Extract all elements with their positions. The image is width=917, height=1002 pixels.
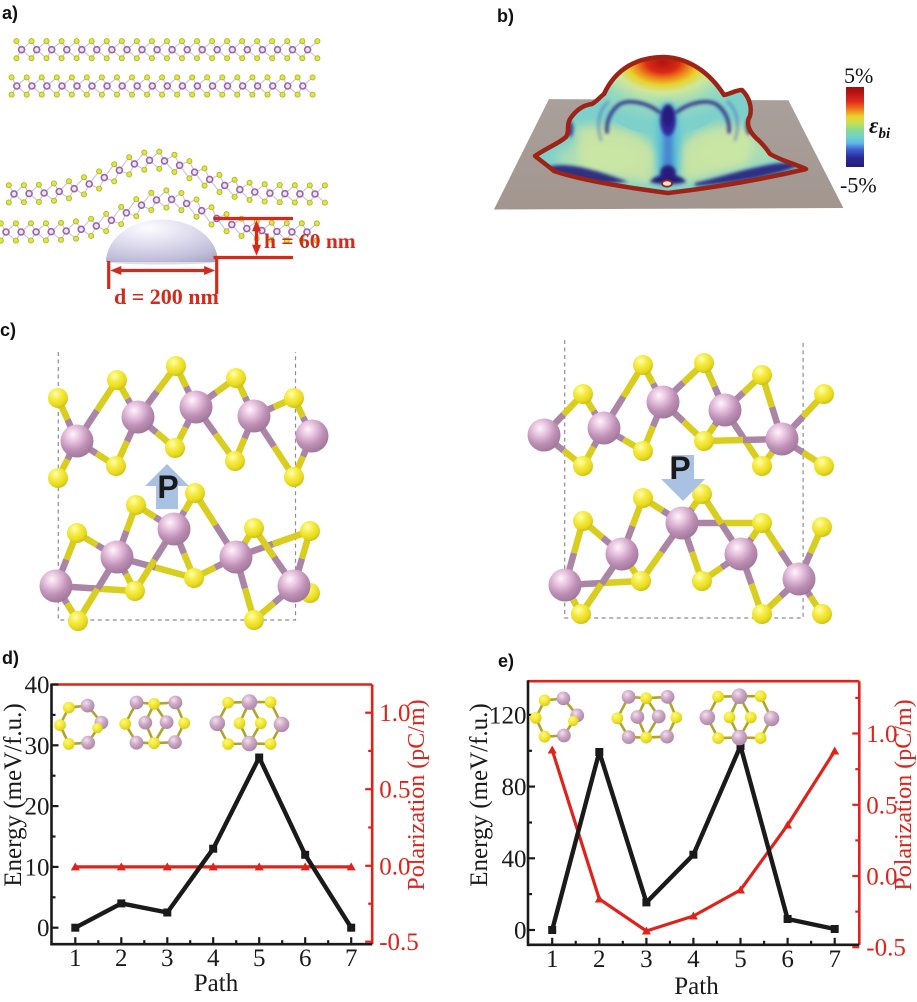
svg-text:2: 2 <box>115 945 128 972</box>
svg-text:Polarization (pC/m): Polarization (pC/m) <box>404 699 430 890</box>
svg-text:1.0: 1.0 <box>866 721 897 748</box>
svg-text:Path: Path <box>674 973 719 997</box>
svg-text:d): d) <box>2 648 19 668</box>
svg-text:5: 5 <box>253 945 266 972</box>
svg-text:1.0: 1.0 <box>379 700 410 727</box>
svg-text:Energy (meV/f.u.): Energy (meV/f.u.) <box>466 703 493 887</box>
svg-text:5: 5 <box>734 946 747 973</box>
svg-text:Polarization (pC/m): Polarization (pC/m) <box>891 699 917 890</box>
svg-text:1: 1 <box>546 946 559 973</box>
svg-text:30: 30 <box>25 733 50 760</box>
svg-text:a): a) <box>2 3 18 23</box>
svg-text:h = 60 nm: h = 60 nm <box>264 229 356 253</box>
svg-text:d = 200 nm: d = 200 nm <box>114 284 219 309</box>
svg-text:e): e) <box>498 651 514 671</box>
svg-text:1: 1 <box>69 945 82 972</box>
svg-text:3: 3 <box>640 946 653 973</box>
svg-text:40: 40 <box>502 846 527 873</box>
svg-text:P: P <box>669 450 690 486</box>
svg-text:P: P <box>157 469 178 505</box>
svg-text:-5%: -5% <box>840 173 877 198</box>
svg-text:4: 4 <box>687 946 700 973</box>
svg-text:Energy (meV/f.u.): Energy (meV/f.u.) <box>0 703 27 887</box>
svg-text:2: 2 <box>593 946 606 973</box>
svg-text:-0.5: -0.5 <box>379 929 419 956</box>
svg-text:120: 120 <box>489 702 527 729</box>
svg-text:40: 40 <box>25 672 50 699</box>
svg-text:0.5: 0.5 <box>379 777 410 804</box>
svg-text:Path: Path <box>194 970 239 997</box>
svg-text:6: 6 <box>299 945 312 972</box>
svg-text:-0.5: -0.5 <box>866 935 906 962</box>
svg-text:10: 10 <box>25 854 50 881</box>
svg-text:3: 3 <box>161 945 174 972</box>
svg-text:4: 4 <box>207 945 220 972</box>
svg-text:7: 7 <box>345 945 358 972</box>
svg-text:0: 0 <box>37 915 50 942</box>
svg-text:0.0: 0.0 <box>866 864 897 891</box>
svg-text:0.5: 0.5 <box>866 792 897 819</box>
svg-text:b): b) <box>497 6 514 26</box>
svg-text:20: 20 <box>25 794 50 821</box>
svg-text:6: 6 <box>781 946 794 973</box>
svg-text:80: 80 <box>502 774 527 801</box>
svg-text:5%: 5% <box>844 63 873 88</box>
svg-text:7: 7 <box>828 946 841 973</box>
svg-text:0.0: 0.0 <box>379 853 410 880</box>
svg-text:0: 0 <box>514 918 527 945</box>
svg-text:c): c) <box>0 320 16 340</box>
